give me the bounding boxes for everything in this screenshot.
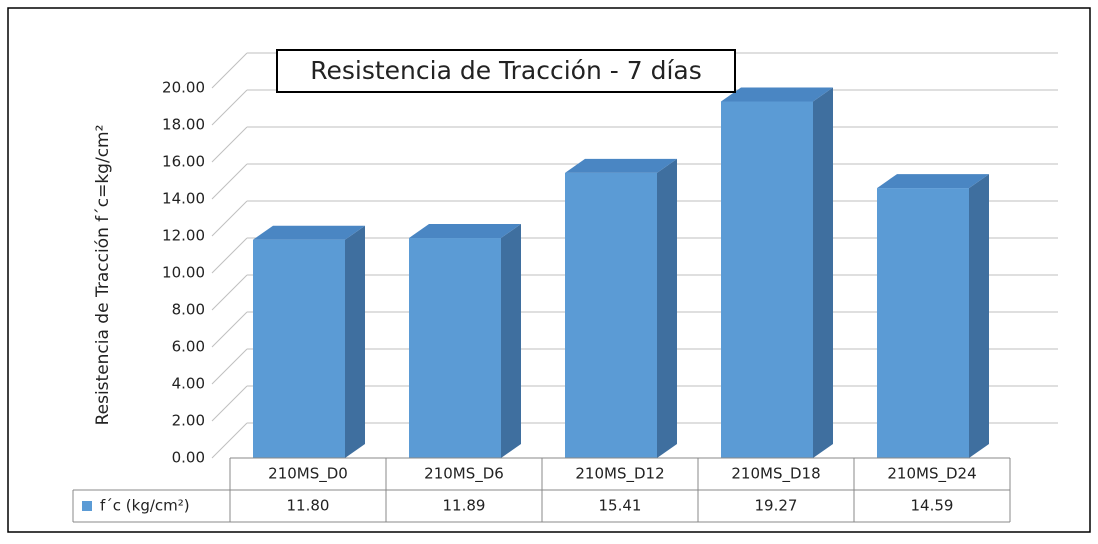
y-tick-label: 20.00 (162, 79, 205, 97)
data-label: 19.27 (755, 497, 798, 515)
y-axis-label: Resistencia de Tracción f´c=kg/cm² (93, 125, 113, 426)
data-label: 11.89 (443, 497, 486, 515)
bar-top (721, 87, 833, 102)
bar-side (813, 87, 833, 458)
bar-side (657, 158, 677, 459)
title-box (276, 49, 736, 93)
y-tick-label: 16.00 (162, 153, 205, 171)
y-tick-label: 14.00 (162, 190, 205, 208)
grid-line (211, 52, 248, 89)
y-tick-label: 2.00 (172, 412, 205, 430)
y-tick-label: 18.00 (162, 116, 205, 134)
x-tick-label: 210MS_D6 (424, 465, 504, 484)
bar-top (877, 174, 989, 189)
grid-line (211, 348, 248, 385)
bar (253, 239, 345, 458)
bar-top (409, 224, 521, 239)
x-tick-label: 210MS_D12 (575, 465, 664, 484)
bar (877, 188, 969, 458)
bar-side (501, 224, 521, 458)
bar-top (253, 225, 365, 240)
legend-label: f´c (kg/cm²) (100, 497, 190, 515)
y-tick-label: 12.00 (162, 227, 205, 245)
x-tick-label: 210MS_D24 (887, 465, 976, 484)
grid-line (211, 200, 248, 237)
y-tick-label: 8.00 (172, 301, 205, 319)
y-tick-label: 0.00 (172, 449, 205, 467)
y-tick-label: 6.00 (172, 338, 205, 356)
data-label: 15.41 (599, 497, 642, 515)
grid-line (211, 274, 248, 311)
grid-line (211, 126, 248, 163)
bar-side (345, 225, 365, 458)
grid-line (211, 311, 248, 348)
bar (721, 101, 813, 458)
grid-line (211, 163, 248, 200)
grid-line (211, 422, 248, 459)
chart-title: Resistencia de Tracción - 7 días (310, 56, 702, 85)
y-tick-label: 4.00 (172, 375, 205, 393)
legend-swatch (82, 501, 92, 511)
bar-side (969, 174, 989, 458)
bar (409, 238, 501, 458)
grid-line (211, 89, 248, 126)
data-label: 14.59 (911, 497, 954, 515)
x-tick-label: 210MS_D18 (731, 465, 820, 484)
x-tick-label: 210MS_D0 (268, 465, 348, 484)
y-tick-label: 10.00 (162, 264, 205, 282)
grid-line (211, 237, 248, 274)
bar (565, 172, 657, 459)
bar-top (565, 158, 677, 173)
grid-line (211, 385, 248, 422)
data-label: 11.80 (287, 497, 330, 515)
